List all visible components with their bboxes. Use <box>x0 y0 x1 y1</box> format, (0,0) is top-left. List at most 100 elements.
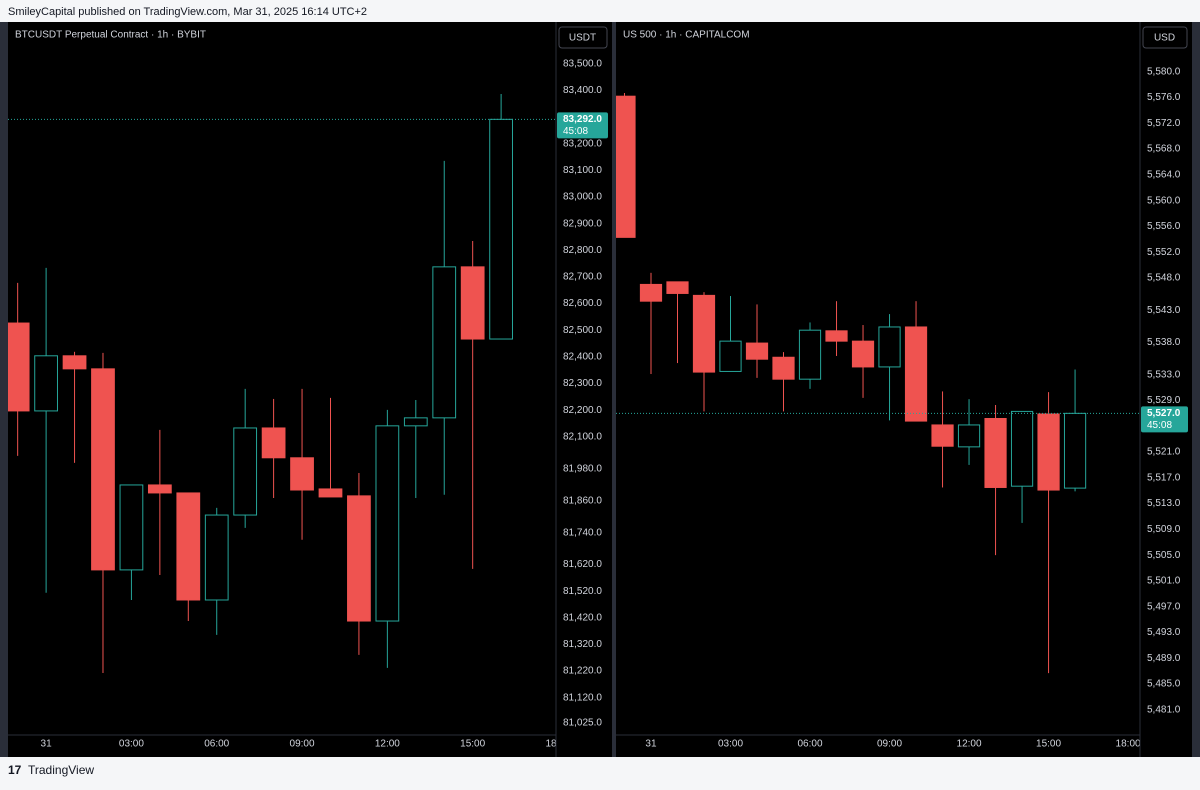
chart-pane: US 500 · 1h · CAPITALCOM 31 03:00 06:00 09:0… <box>616 22 1192 757</box>
y-tick-label: 82,600.0 <box>563 298 602 309</box>
y-tick-label: 81,980.0 <box>563 463 602 474</box>
plot-area <box>8 94 513 673</box>
countdown-label: 45:08 <box>563 126 588 137</box>
candle-body <box>825 330 848 342</box>
panes: BTCUSDT Perpetual Contract · 1h · BYBIT 3… <box>8 22 1192 757</box>
candle-body <box>1063 412 1087 489</box>
y-tick-label: 5,552.0 <box>1147 247 1181 258</box>
candle-body <box>984 417 1007 488</box>
currency-button[interactable] <box>1142 26 1188 49</box>
y-tick-label: 81,420.0 <box>563 612 602 623</box>
candle-body <box>432 266 457 419</box>
candle-body <box>616 95 636 238</box>
candle-body <box>119 484 144 571</box>
y-tick-label: 82,800.0 <box>563 245 602 256</box>
candle-body <box>403 417 428 427</box>
y-tick-label: 5,481.0 <box>1147 705 1181 716</box>
candle-body <box>957 424 981 448</box>
y-tick-label: 5,493.0 <box>1147 627 1181 638</box>
x-tick-label: 03:00 <box>718 739 743 750</box>
currency-label: USDT <box>569 33 596 44</box>
x-tick-label: 18:00 <box>1116 739 1141 750</box>
y-tick-label: 5,572.0 <box>1147 118 1181 129</box>
candle-body <box>878 326 901 368</box>
y-tick-label: 5,509.0 <box>1147 524 1181 535</box>
y-tick-label: 82,400.0 <box>563 352 602 363</box>
y-tick-label: 5,556.0 <box>1147 221 1181 232</box>
pane-background <box>616 22 1192 757</box>
candle-body <box>692 294 716 373</box>
y-tick-label: 82,200.0 <box>563 405 602 416</box>
x-tick-label: 31 <box>41 739 53 750</box>
candle-body <box>460 266 485 340</box>
candle-body <box>233 427 258 516</box>
currency-label: USD <box>1154 33 1175 44</box>
candle-body <box>1037 413 1060 491</box>
y-tick-label: 5,485.0 <box>1147 679 1181 690</box>
x-tick-label: 06:00 <box>797 739 822 750</box>
y-tick-label: 82,700.0 <box>563 272 602 283</box>
price-axis-background <box>1140 22 1192 757</box>
y-tick-label: 5,568.0 <box>1147 144 1181 155</box>
candle-body <box>719 340 742 372</box>
candle-body <box>62 355 87 370</box>
y-tick-label: 5,543.0 <box>1147 305 1181 316</box>
y-tick-label: 82,100.0 <box>563 431 602 442</box>
y-tick-label: 83,000.0 <box>563 192 602 203</box>
candle-body <box>347 495 371 622</box>
x-tick-label: 12:00 <box>375 739 400 750</box>
symbol-title: US 500 · 1h · CAPITALCOM <box>623 30 750 41</box>
candle-body <box>772 356 795 380</box>
y-tick-label: 82,900.0 <box>563 218 602 229</box>
x-tick-label: 31 <box>645 739 657 750</box>
y-tick-label: 81,025.0 <box>563 718 602 729</box>
candle-body <box>204 514 229 601</box>
footer-logo: 17 <box>8 763 22 777</box>
y-tick-label: 82,500.0 <box>563 325 602 336</box>
candle-body <box>34 355 58 412</box>
y-tick-label: 81,860.0 <box>563 495 602 506</box>
x-tick-label: 15:00 <box>1036 739 1061 750</box>
y-tick-label: 5,513.0 <box>1147 498 1181 509</box>
candle-body <box>666 281 689 294</box>
candle-body <box>318 488 343 498</box>
y-tick-label: 81,320.0 <box>563 639 602 650</box>
y-tick-label: 81,520.0 <box>563 586 602 597</box>
footer-text: TradingView <box>28 763 94 777</box>
x-tick-label: 12:00 <box>957 739 982 750</box>
y-tick-label: 5,501.0 <box>1147 576 1181 587</box>
y-tick-label: 81,220.0 <box>563 666 602 677</box>
currency-button[interactable] <box>558 26 608 49</box>
y-tick-label: 5,505.0 <box>1147 550 1181 561</box>
candle-body <box>745 342 769 360</box>
y-tick-label: 5,533.0 <box>1147 369 1181 380</box>
x-tick-label: 09:00 <box>290 739 315 750</box>
y-tick-label: 83,500.0 <box>563 59 602 70</box>
y-tick-label: 5,489.0 <box>1147 653 1181 664</box>
chart-pane: BTCUSDT Perpetual Contract · 1h · BYBIT 3… <box>8 22 612 757</box>
y-tick-label: 81,740.0 <box>563 527 602 538</box>
y-tick-label: 5,560.0 <box>1147 195 1181 206</box>
candle-body <box>904 326 928 422</box>
y-tick-label: 5,538.0 <box>1147 337 1181 348</box>
candle-body <box>147 484 172 494</box>
y-tick-label: 5,580.0 <box>1147 66 1181 77</box>
plot-area <box>616 92 1087 674</box>
last-price-badge <box>1141 406 1188 433</box>
y-tick-label: 5,548.0 <box>1147 273 1181 284</box>
symbol-title: BTCUSDT Perpetual Contract · 1h · BYBIT <box>15 30 206 41</box>
y-tick-label: 83,400.0 <box>563 85 602 96</box>
candle-body <box>851 340 875 368</box>
candle-body <box>639 283 663 302</box>
y-tick-label: 83,100.0 <box>563 165 602 176</box>
y-tick-label: 5,521.0 <box>1147 447 1181 458</box>
candle-body <box>91 368 115 571</box>
y-tick-label: 82,300.0 <box>563 378 602 389</box>
price-axis-background <box>556 22 612 757</box>
candle-body <box>489 118 513 340</box>
candle-body <box>375 425 400 622</box>
candle-body <box>261 427 286 459</box>
x-tick-label: 06:00 <box>204 739 229 750</box>
